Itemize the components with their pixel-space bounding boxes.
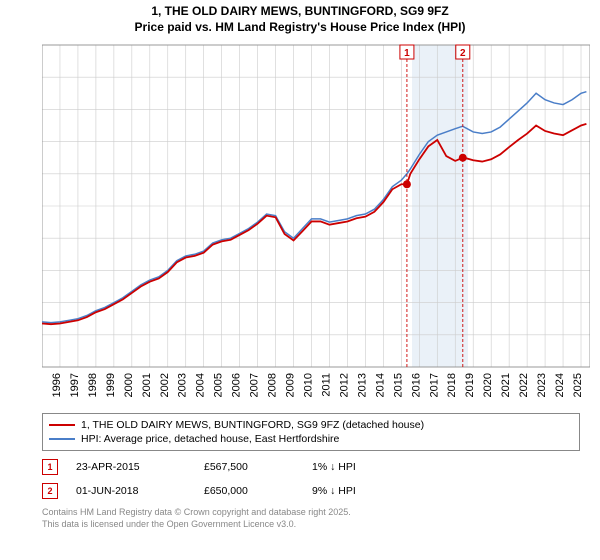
title-line-2: Price paid vs. HM Land Registry's House … <box>0 20 600 36</box>
svg-text:2: 2 <box>460 48 466 59</box>
transaction-row: 1 23-APR-2015 £567,500 1% ↓ HPI <box>42 455 580 479</box>
svg-text:2002: 2002 <box>159 373 171 397</box>
svg-text:2003: 2003 <box>177 373 189 397</box>
transaction-delta: 1% ↓ HPI <box>312 461 356 473</box>
svg-text:2007: 2007 <box>249 373 261 397</box>
svg-text:2006: 2006 <box>231 373 243 397</box>
svg-text:2018: 2018 <box>446 373 458 397</box>
series-hpi <box>42 92 586 323</box>
svg-text:2004: 2004 <box>195 373 207 397</box>
svg-text:2013: 2013 <box>356 373 368 397</box>
svg-text:1996: 1996 <box>51 373 63 397</box>
series-price_paid <box>42 124 586 324</box>
svg-text:2017: 2017 <box>428 373 440 397</box>
footer-line-1: Contains HM Land Registry data © Crown c… <box>42 507 580 519</box>
svg-text:2024: 2024 <box>554 373 566 397</box>
svg-text:2010: 2010 <box>303 373 315 397</box>
svg-text:2022: 2022 <box>518 373 530 397</box>
title-block: 1, THE OLD DAIRY MEWS, BUNTINGFORD, SG9 … <box>0 0 600 37</box>
svg-text:1998: 1998 <box>87 373 99 397</box>
legend-swatch <box>49 424 75 426</box>
legend-swatch <box>49 438 75 440</box>
legend-label: 1, THE OLD DAIRY MEWS, BUNTINGFORD, SG9 … <box>81 419 424 431</box>
svg-text:2019: 2019 <box>464 373 476 397</box>
legend-label: HPI: Average price, detached house, East… <box>81 433 339 445</box>
svg-text:2009: 2009 <box>285 373 297 397</box>
transaction-row: 2 01-JUN-2018 £650,000 9% ↓ HPI <box>42 479 580 503</box>
svg-text:2008: 2008 <box>267 373 279 397</box>
svg-text:2012: 2012 <box>338 373 350 397</box>
transaction-delta: 9% ↓ HPI <box>312 485 356 497</box>
svg-text:2025: 2025 <box>572 373 584 397</box>
legend-item: 1, THE OLD DAIRY MEWS, BUNTINGFORD, SG9 … <box>49 418 573 432</box>
footer-note: Contains HM Land Registry data © Crown c… <box>42 507 580 530</box>
footer-line-2: This data is licensed under the Open Gov… <box>42 519 580 531</box>
transaction-price: £567,500 <box>204 461 294 473</box>
transaction-date: 23-APR-2015 <box>76 461 186 473</box>
chart-area: £0£100K£200K£300K£400K£500K£600K£700K£80… <box>42 37 590 407</box>
svg-text:2001: 2001 <box>141 373 153 397</box>
svg-text:2015: 2015 <box>392 373 404 397</box>
transaction-marker: 2 <box>42 483 58 499</box>
legend-item: HPI: Average price, detached house, East… <box>49 432 573 446</box>
svg-text:1995: 1995 <box>42 373 45 397</box>
legend-box: 1, THE OLD DAIRY MEWS, BUNTINGFORD, SG9 … <box>42 413 580 451</box>
line-chart-svg: £0£100K£200K£300K£400K£500K£600K£700K£80… <box>42 37 590 407</box>
title-line-1: 1, THE OLD DAIRY MEWS, BUNTINGFORD, SG9 … <box>0 4 600 20</box>
svg-text:1: 1 <box>404 48 410 59</box>
svg-text:2000: 2000 <box>123 373 135 397</box>
svg-text:2021: 2021 <box>500 373 512 397</box>
transaction-price: £650,000 <box>204 485 294 497</box>
transaction-rows: 1 23-APR-2015 £567,500 1% ↓ HPI 2 01-JUN-2018… <box>42 455 580 503</box>
svg-text:1999: 1999 <box>105 373 117 397</box>
svg-text:2023: 2023 <box>536 373 548 397</box>
svg-text:2020: 2020 <box>482 373 494 397</box>
svg-text:1997: 1997 <box>69 373 81 397</box>
svg-text:2014: 2014 <box>374 373 386 397</box>
svg-text:2016: 2016 <box>410 373 422 397</box>
transaction-marker: 1 <box>42 459 58 475</box>
transaction-date: 01-JUN-2018 <box>76 485 186 497</box>
svg-text:2005: 2005 <box>213 373 225 397</box>
chart-container: 1, THE OLD DAIRY MEWS, BUNTINGFORD, SG9 … <box>0 0 600 560</box>
svg-text:2011: 2011 <box>320 373 332 397</box>
